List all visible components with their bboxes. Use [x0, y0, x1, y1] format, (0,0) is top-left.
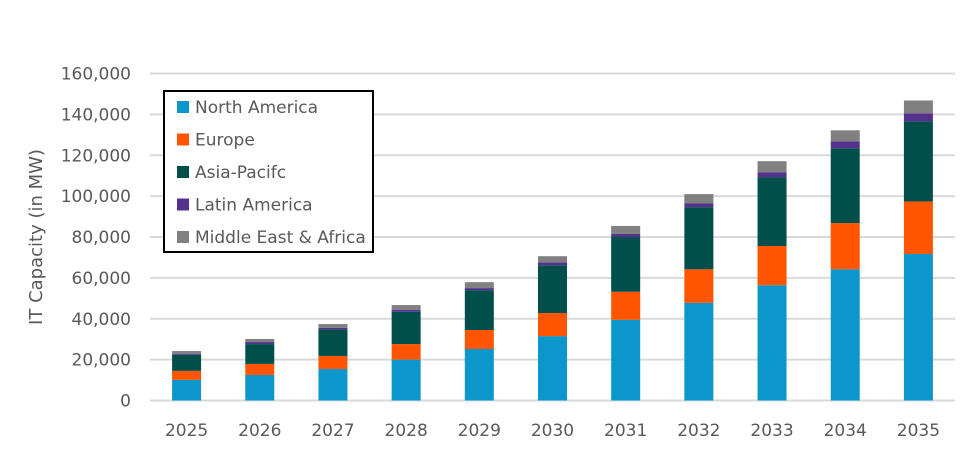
bar-north-america-2027 — [318, 369, 348, 401]
bar-asia-pacifc-2034 — [830, 148, 860, 224]
bar-north-america-2025 — [172, 379, 202, 401]
x-tick-labels: 2025 2026 2027 2028 2029 2030 2031 2032 2033 2034… — [165, 421, 940, 441]
bar-north-america-2035 — [903, 253, 933, 401]
bar-asia-pacifc-2032 — [684, 207, 714, 270]
bar-middle-east-africa-2029 — [464, 282, 494, 289]
x-tick-label: 2027 — [311, 421, 354, 441]
x-tick-label: 2031 — [604, 421, 647, 441]
y-tick-label: 100,000 — [61, 187, 131, 207]
bar-latin-america-2027 — [318, 327, 348, 330]
bar-asia-pacifc-2028 — [391, 311, 421, 345]
legend-label: North America — [195, 98, 318, 118]
bar-latin-america-2035 — [903, 113, 933, 122]
bar-latin-america-2028 — [391, 309, 421, 312]
bar-europe-2027 — [318, 355, 348, 370]
bar-north-america-2029 — [464, 348, 494, 401]
x-tick-label: 2032 — [677, 421, 720, 441]
x-tick-label: 2030 — [531, 421, 574, 441]
x-tick-label: 2035 — [897, 421, 940, 441]
bar-asia-pacifc-2035 — [903, 121, 933, 202]
legend-swatch — [177, 101, 189, 113]
bar-asia-pacifc-2033 — [757, 177, 787, 246]
legend-swatch — [177, 133, 189, 146]
legend-box — [163, 90, 374, 253]
legend-swatch — [177, 166, 189, 178]
bar-middle-east-africa-2032 — [684, 194, 714, 204]
bar-north-america-2026 — [245, 374, 275, 401]
bar-latin-america-2031 — [611, 233, 641, 237]
bar-latin-america-2025 — [172, 353, 202, 355]
bar-middle-east-africa-2035 — [903, 100, 933, 114]
x-tick-label: 2034 — [824, 421, 867, 441]
bar-middle-east-africa-2034 — [830, 130, 860, 142]
x-tick-label: 2028 — [385, 421, 428, 441]
bar-north-america-2032 — [684, 302, 714, 401]
bar-europe-2031 — [611, 291, 641, 320]
y-tick-label: 20,000 — [72, 351, 131, 371]
bar-europe-2028 — [391, 344, 421, 360]
bar-asia-pacifc-2027 — [318, 329, 348, 356]
y-tick-label: 120,000 — [61, 146, 131, 166]
bar-latin-america-2032 — [684, 203, 714, 208]
legend-swatch — [177, 231, 189, 243]
bar-north-america-2028 — [391, 359, 421, 401]
bar-latin-america-2026 — [245, 342, 275, 345]
bar-europe-2032 — [684, 269, 714, 303]
bar-europe-2033 — [757, 245, 787, 286]
bar-asia-pacifc-2025 — [172, 354, 202, 371]
bar-middle-east-africa-2027 — [318, 324, 348, 328]
bar-europe-2025 — [172, 370, 202, 380]
legend-label: Asia-Pacifc — [195, 163, 286, 183]
bar-middle-east-africa-2025 — [172, 351, 202, 354]
bar-north-america-2034 — [830, 269, 860, 401]
bar-asia-pacifc-2029 — [464, 290, 494, 330]
bar-latin-america-2030 — [538, 262, 567, 266]
y-axis-title: IT Capacity (in MW) — [26, 149, 47, 325]
bar-asia-pacifc-2030 — [538, 265, 567, 314]
y-tick-label: 80,000 — [72, 228, 131, 248]
bar-latin-america-2034 — [830, 141, 860, 149]
bar-north-america-2031 — [611, 319, 641, 401]
bar-latin-america-2029 — [464, 288, 494, 291]
bar-middle-east-africa-2033 — [757, 161, 787, 173]
bar-middle-east-africa-2030 — [538, 256, 567, 263]
bar-middle-east-africa-2026 — [245, 338, 275, 343]
y-tick-label: 60,000 — [72, 269, 131, 289]
legend-label: Europe — [195, 131, 255, 151]
legend-label: Latin America — [195, 196, 313, 216]
legend: North America Europe Asia-Pacifc Latin Amer… — [163, 90, 374, 253]
y-tick-labels: 0 20,000 40,000 60,000 80,000 100,000 120,000 1… — [61, 65, 131, 412]
bar-middle-east-africa-2031 — [611, 225, 641, 234]
y-tick-label: 140,000 — [61, 105, 131, 125]
x-tick-label: 2033 — [750, 421, 793, 441]
bar-middle-east-africa-2028 — [391, 305, 421, 310]
x-tick-label: 2026 — [238, 421, 281, 441]
bars — [172, 100, 933, 401]
bar-north-america-2033 — [757, 285, 787, 401]
legend-swatch — [177, 198, 189, 211]
bar-europe-2026 — [245, 363, 275, 375]
x-tick-label: 2025 — [165, 421, 208, 441]
bar-asia-pacifc-2026 — [245, 344, 275, 364]
legend-label: Middle East & Africa — [195, 228, 366, 248]
bar-asia-pacifc-2031 — [611, 237, 641, 292]
bar-europe-2030 — [538, 313, 567, 337]
y-tick-label: 40,000 — [72, 310, 131, 330]
x-tick-label: 2029 — [458, 421, 501, 441]
bar-latin-america-2033 — [757, 172, 787, 178]
bar-europe-2035 — [903, 201, 933, 254]
bar-europe-2034 — [830, 223, 860, 270]
bar-north-america-2030 — [538, 336, 567, 401]
bar-europe-2029 — [464, 329, 494, 349]
y-tick-label: 0 — [120, 392, 131, 412]
y-tick-label: 160,000 — [61, 65, 131, 85]
